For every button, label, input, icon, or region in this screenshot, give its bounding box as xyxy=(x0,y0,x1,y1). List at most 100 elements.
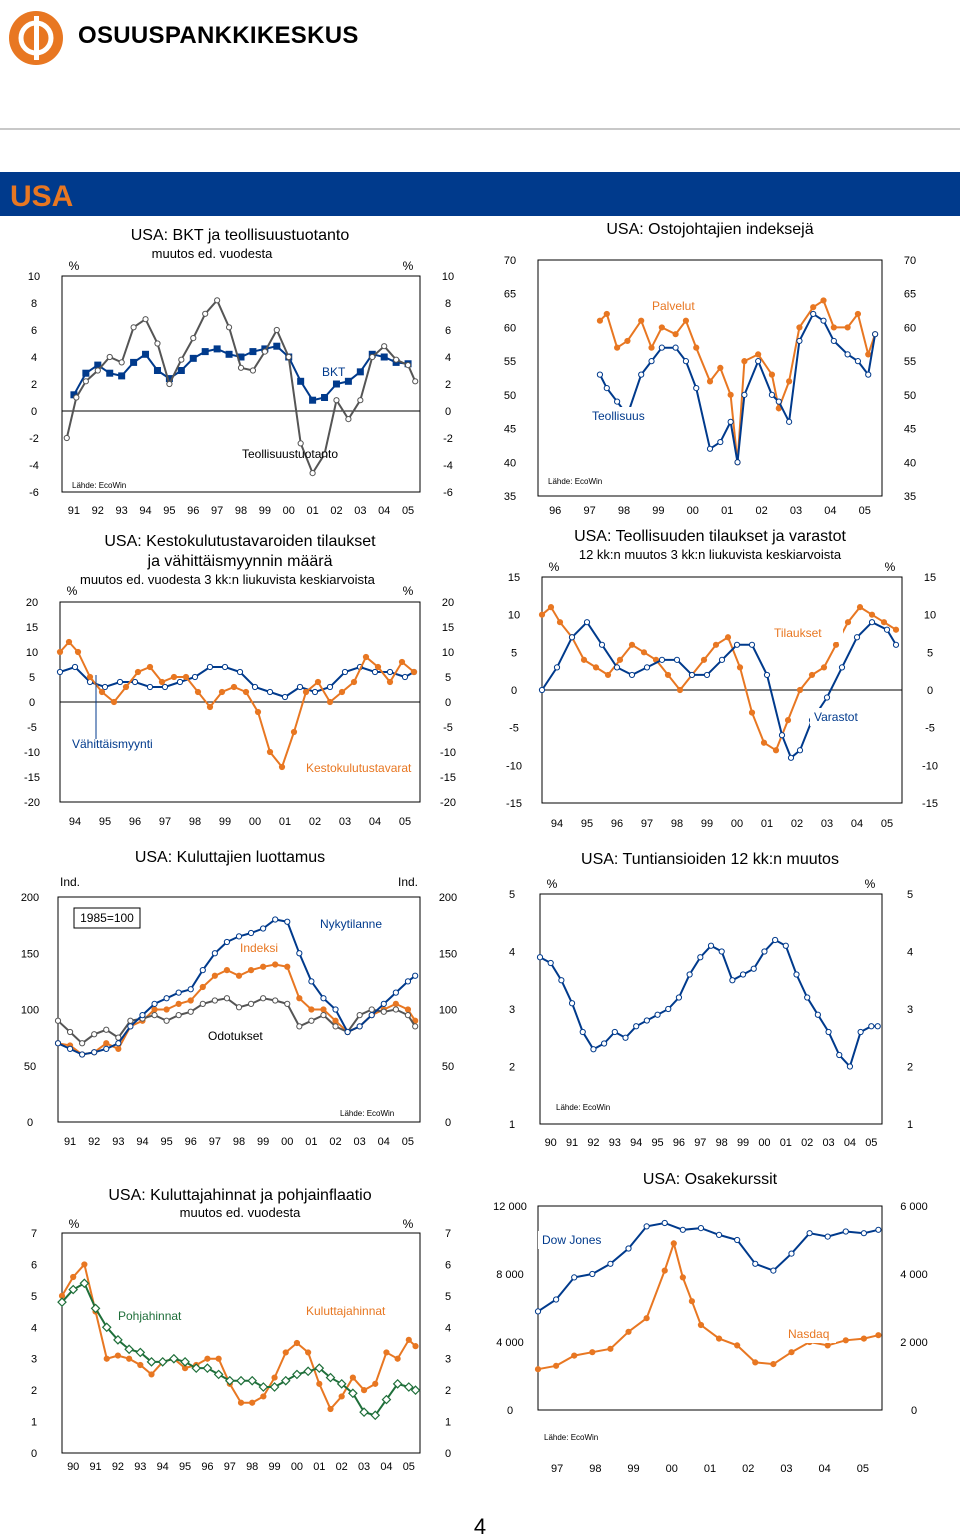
data-point-varastot xyxy=(748,641,756,648)
data-point-kuluttajahinnat xyxy=(70,1273,77,1281)
y-tick-label-right: 5 xyxy=(445,672,451,684)
data-point-tilaukset xyxy=(832,641,840,648)
data-point-nykytilanne xyxy=(127,1023,134,1030)
page-number: 4 xyxy=(473,1514,487,1539)
data-point-varastot xyxy=(673,656,681,663)
data-point-tuntiansiot xyxy=(772,936,779,944)
series-label-tilaukset: Tilaukset xyxy=(774,626,822,640)
x-tick-label: 92 xyxy=(88,1136,100,1148)
data-point-v-hitt-ismyynti xyxy=(341,668,349,676)
y-tick-label-right: 7 xyxy=(445,1228,451,1240)
data-point-teollisuustuotanto xyxy=(404,362,412,369)
data-point-nasdaq xyxy=(770,1361,777,1368)
data-point-teollisuustuotanto xyxy=(261,348,268,355)
data-point-odotukset xyxy=(163,1017,170,1024)
data-point-nykytilanne xyxy=(380,1000,387,1007)
y-tick-label-right: -6 xyxy=(443,487,453,499)
data-point-tuntiansiot xyxy=(568,1000,576,1007)
data-point-pohjahinnat xyxy=(381,1394,392,1405)
series-label-pohjahinnat: Pohjahinnat xyxy=(118,1309,182,1323)
data-point-tilaukset xyxy=(736,664,744,671)
data-point-bkt xyxy=(321,394,329,401)
y-tick-label: 2 xyxy=(31,379,37,391)
data-point-tuntiansiot xyxy=(729,977,736,984)
data-point-tuntiansiot xyxy=(643,1017,650,1024)
x-tick-label: 98 xyxy=(233,1136,245,1148)
data-point-bkt xyxy=(332,380,340,388)
data-point-nykytilanne xyxy=(79,1051,86,1058)
x-tick-label: 02 xyxy=(791,818,803,830)
data-point-teollisuus xyxy=(844,351,851,358)
y-tick-label: -4 xyxy=(29,460,39,472)
y-tick-label-right: 0 xyxy=(445,1117,451,1129)
data-point-teollisuustuotanto xyxy=(345,416,352,423)
data-point-palvelut xyxy=(755,351,762,358)
plot-frame xyxy=(61,275,421,493)
data-point-palvelut xyxy=(658,324,665,331)
data-point-v-hitt-ismyynti xyxy=(101,683,109,691)
chart-subtitle: muutos ed. vuodesta xyxy=(180,1205,301,1220)
series-label-indeksi: Indeksi xyxy=(240,941,278,955)
data-point-odotukset xyxy=(223,995,231,1002)
y-tick-label-right: 10 xyxy=(924,610,936,622)
y-tick-label-right: 3 xyxy=(907,1004,913,1016)
data-point-kuluttajahinnat xyxy=(316,1380,323,1387)
data-point-tilaukset xyxy=(556,619,564,626)
y-tick-label-right: -20 xyxy=(440,797,456,809)
y-tick-label: 5 xyxy=(509,889,515,901)
header-divider xyxy=(0,128,960,130)
data-point-nasdaq xyxy=(734,1342,741,1349)
x-tick-label: 00 xyxy=(281,1136,293,1148)
y-tick-label: 7 xyxy=(31,1228,37,1240)
data-point-indeksi xyxy=(223,967,231,974)
y-tick-label: 20 xyxy=(26,597,38,609)
chart-subtitle: muutos ed. vuodesta 3 kk:n liukuvista ke… xyxy=(80,572,376,587)
data-point-tilaukset xyxy=(880,619,888,626)
x-tick-label: 96 xyxy=(187,505,199,517)
data-point-bkt xyxy=(380,353,388,361)
data-point-kestokulutustavarat xyxy=(266,748,274,756)
x-tick-label: 96 xyxy=(549,505,561,517)
y-tick-label-right: -5 xyxy=(443,722,453,734)
data-point-odotukset xyxy=(127,1017,134,1024)
series-label-teollisuus: Teollisuus xyxy=(592,409,645,423)
plot-frame xyxy=(61,1232,421,1454)
data-point-teollisuustuotanto xyxy=(202,310,209,317)
data-point-v-hitt-ismyynti xyxy=(326,683,334,691)
x-tick-label: 94 xyxy=(136,1136,148,1148)
data-point-tuntiansiot xyxy=(825,1028,832,1036)
data-point-nasdaq xyxy=(842,1337,849,1344)
op-logo-icon xyxy=(9,11,63,65)
y-tick-label-right: 2 xyxy=(907,1062,913,1074)
data-point-v-hitt-ismyynti xyxy=(221,663,229,671)
y-tick-label: 1 xyxy=(509,1119,515,1131)
data-point-bkt xyxy=(213,345,221,353)
data-point-teollisuustuotanto xyxy=(118,359,125,366)
data-point-tuntiansiot xyxy=(590,1046,597,1053)
data-point-nasdaq xyxy=(679,1274,686,1281)
y-tick-label: 65 xyxy=(504,289,516,301)
y-tick-label: 6 xyxy=(31,325,37,337)
series-label-odotukset: Odotukset xyxy=(208,1029,263,1043)
x-tick-label: 94 xyxy=(157,1461,169,1473)
data-point-teollisuus xyxy=(872,331,879,338)
data-point-indeksi xyxy=(392,1000,399,1007)
data-point-odotukset xyxy=(356,1012,363,1019)
y-tick-label-right: 5 xyxy=(927,647,933,659)
data-point-pohjahinnat xyxy=(303,1366,313,1377)
x-tick-label: 00 xyxy=(758,1137,770,1149)
x-tick-label: 05 xyxy=(881,818,893,830)
chart-source: Lähde: EcoWin xyxy=(72,481,126,490)
y-tick-label-right: 50 xyxy=(904,390,916,402)
y-tick-label: 50 xyxy=(24,1061,36,1073)
x-tick-label: 92 xyxy=(112,1461,124,1473)
y-tick-label-right: 2 000 xyxy=(900,1337,928,1349)
unit-left: % xyxy=(67,584,78,598)
data-point-kestokulutustavarat xyxy=(326,698,334,706)
y-tick-label: 15 xyxy=(508,572,520,584)
y-tick-label: 15 xyxy=(26,622,38,634)
chart-ism-indices: USA: Ostojohtajien indeksejä 70 70 65 65 60 60… xyxy=(504,221,916,517)
data-point-varastot xyxy=(883,626,891,633)
chart-subtitle: muutos ed. vuodesta xyxy=(152,246,273,261)
x-tick-label: 92 xyxy=(92,505,104,517)
